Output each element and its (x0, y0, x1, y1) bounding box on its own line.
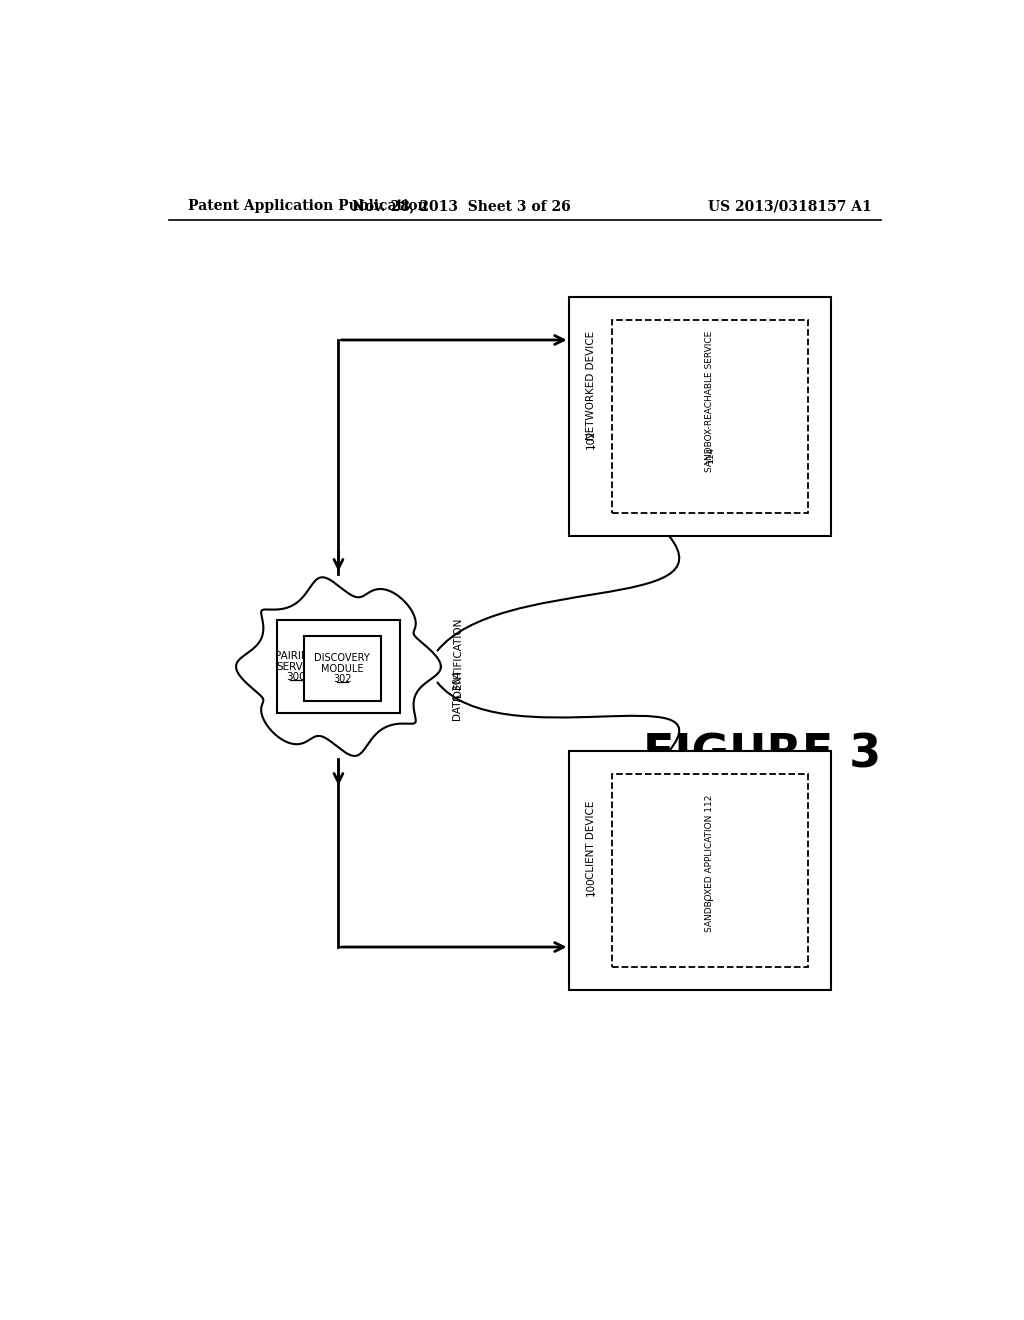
Text: IDENTIFICATION: IDENTIFICATION (453, 618, 463, 700)
Bar (276, 620, 400, 713)
Text: FIGURE 3: FIGURE 3 (643, 733, 881, 777)
Text: 102: 102 (586, 429, 596, 449)
Bar (569, 751, 831, 990)
Text: DISCOVERY: DISCOVERY (314, 653, 371, 663)
Text: NETWORKED DEVICE: NETWORKED DEVICE (586, 331, 596, 440)
Bar (304, 636, 381, 701)
Text: Patent Application Publication: Patent Application Publication (188, 199, 428, 213)
Bar (569, 297, 831, 536)
Text: 302: 302 (333, 675, 351, 684)
Bar (611, 321, 808, 512)
Text: SANDBOX-REACHABLE SERVICE: SANDBOX-REACHABLE SERVICE (706, 330, 715, 471)
Text: DATA 304: DATA 304 (453, 671, 463, 721)
Text: CLIENT DEVICE: CLIENT DEVICE (586, 801, 596, 879)
Text: Nov. 28, 2013  Sheet 3 of 26: Nov. 28, 2013 Sheet 3 of 26 (352, 199, 571, 213)
Bar (611, 775, 808, 966)
Text: PAIRING: PAIRING (275, 651, 317, 661)
Text: US 2013/0318157 A1: US 2013/0318157 A1 (708, 199, 871, 213)
Polygon shape (237, 577, 441, 756)
Text: MODULE: MODULE (322, 664, 364, 673)
Text: SANDBOXED APPLICATION 112: SANDBOXED APPLICATION 112 (706, 795, 715, 932)
Text: 114: 114 (706, 446, 715, 463)
Text: 100: 100 (586, 876, 596, 896)
Text: 300: 300 (287, 672, 306, 682)
Text: SERVER: SERVER (275, 661, 316, 672)
